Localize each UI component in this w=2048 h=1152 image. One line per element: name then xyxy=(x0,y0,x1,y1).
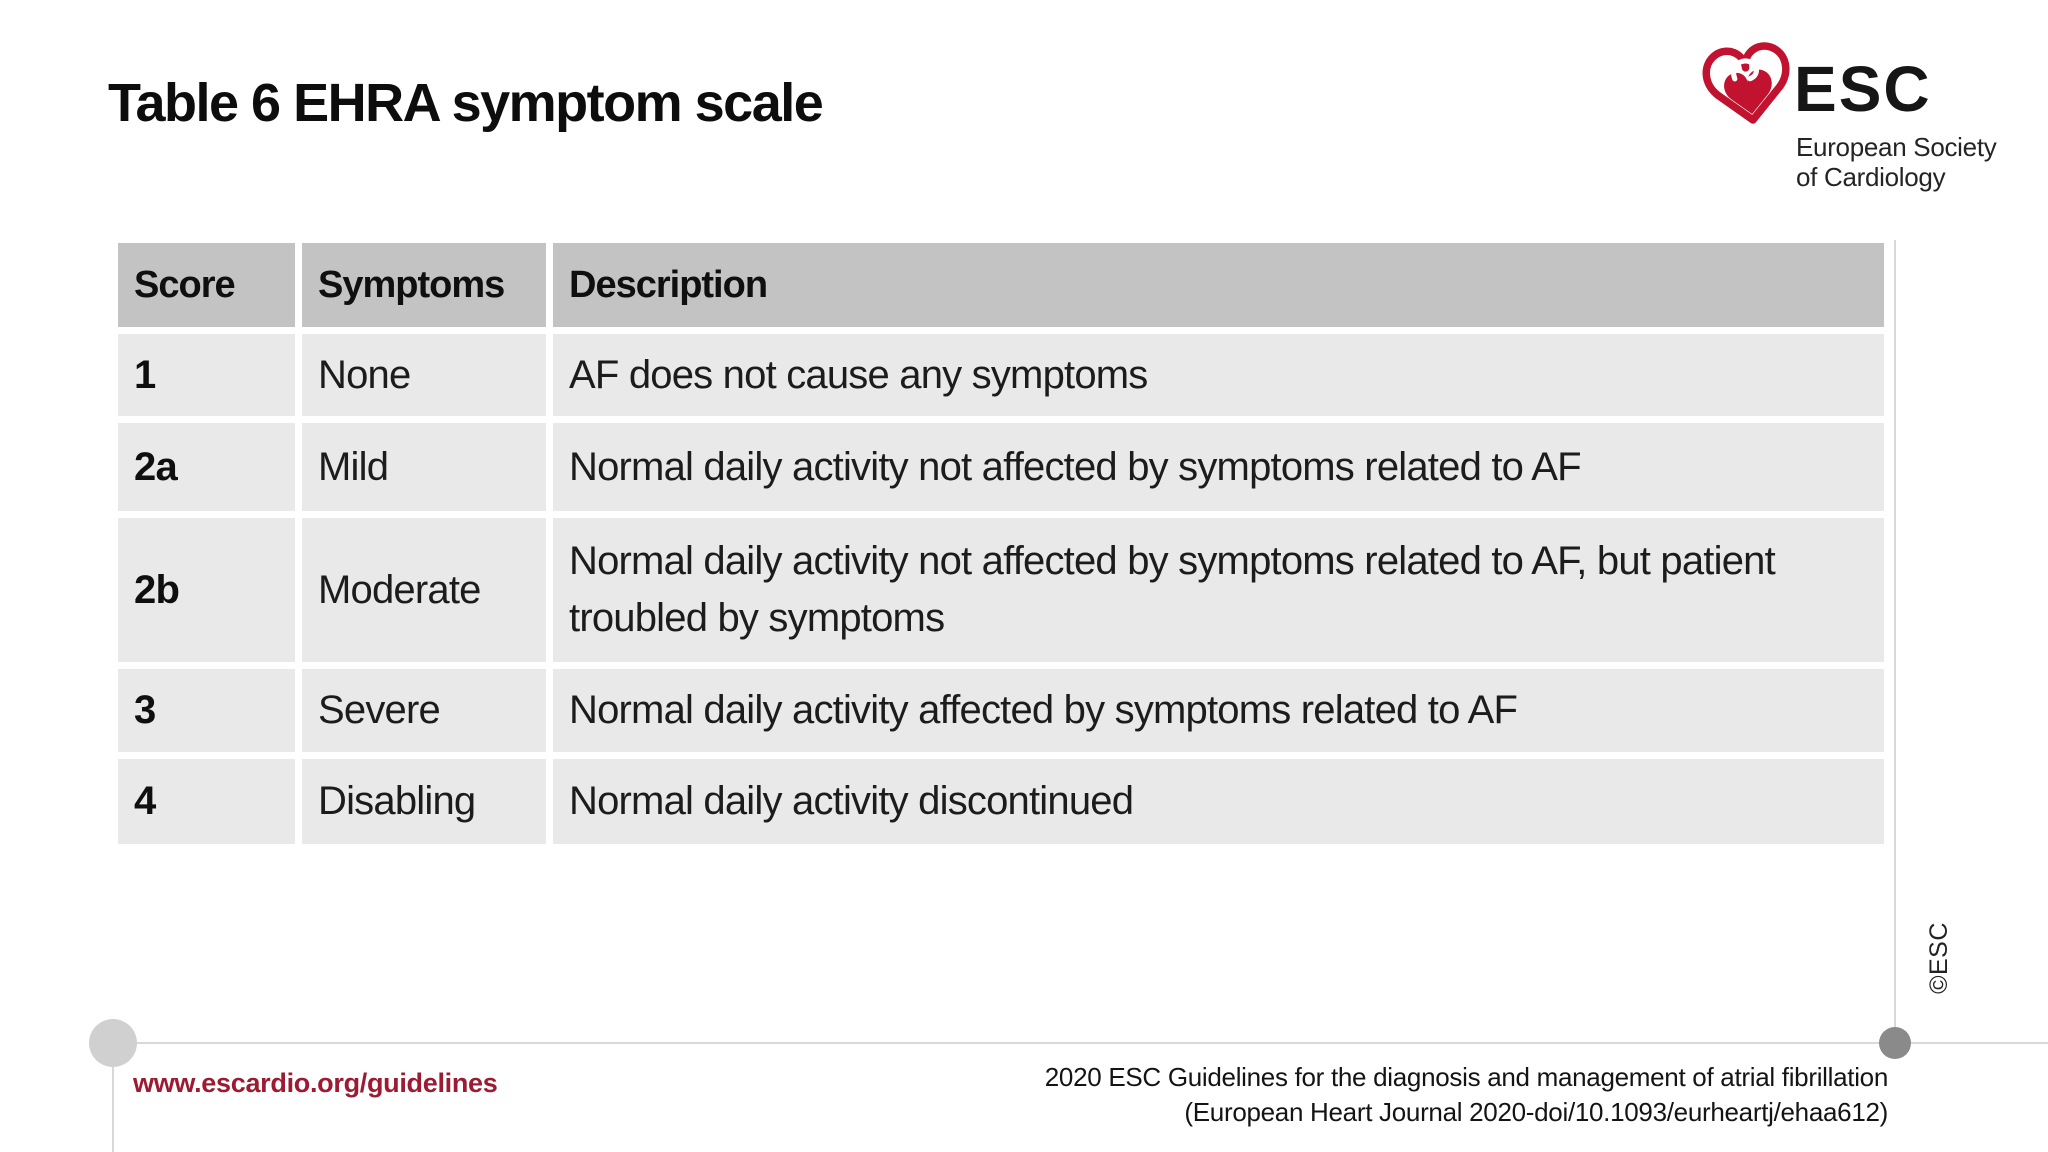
column-header-symptoms: Symptoms xyxy=(302,243,546,327)
score-cell: 4 xyxy=(118,759,295,844)
score-cell: 1 xyxy=(118,334,295,416)
table-row: 1 None AF does not cause any symptoms xyxy=(118,334,1884,416)
column-header-description: Description xyxy=(553,243,1884,327)
description-cell: Normal daily activity affected by sympto… xyxy=(553,669,1884,752)
page-title: Table 6 EHRA symptom scale xyxy=(108,73,824,133)
score-cell: 2b xyxy=(118,518,295,662)
symptoms-cell: Mild xyxy=(302,423,546,511)
table-row: 2b Moderate Normal daily activity not af… xyxy=(118,518,1884,662)
esc-logo-subtitle: European Society of Cardiology xyxy=(1796,132,1997,192)
description-cell: AF does not cause any symptoms xyxy=(553,334,1884,416)
description-cell: Normal daily activity not affected by sy… xyxy=(553,423,1884,511)
table-row: 3 Severe Normal daily activity affected … xyxy=(118,669,1884,752)
symptoms-cell: Disabling xyxy=(302,759,546,844)
score-cell: 2a xyxy=(118,423,295,511)
esc-heart-icon xyxy=(1702,36,1796,150)
esc-logo: ESC European Society of Cardiology xyxy=(1702,34,2032,194)
guidelines-link[interactable]: www.escardio.org/guidelines xyxy=(133,1068,498,1098)
esc-copyright-vertical: ©ESC xyxy=(1925,922,1953,994)
right-circle-marker xyxy=(1879,1027,1911,1059)
score-cell: 3 xyxy=(118,669,295,752)
left-circle-marker xyxy=(89,1019,137,1067)
citation-line2: (European Heart Journal 2020-doi/10.1093… xyxy=(1184,1097,1888,1127)
description-cell: Normal daily activity not affected by sy… xyxy=(553,518,1884,662)
table-row: 4 Disabling Normal daily activity discon… xyxy=(118,759,1884,844)
table-header-row: Score Symptoms Description xyxy=(118,243,1884,327)
symptoms-cell: Severe xyxy=(302,669,546,752)
citation-line1: 2020 ESC Guidelines for the diagnosis an… xyxy=(1044,1062,1889,1092)
symptoms-cell: None xyxy=(302,334,546,416)
right-vertical-rule xyxy=(1894,240,1896,1043)
left-vertical-rule xyxy=(112,1043,114,1152)
esc-logo-subtitle-line1: European Society xyxy=(1796,132,1997,162)
esc-logo-wordmark: ESC xyxy=(1794,53,1932,125)
symptoms-cell: Moderate xyxy=(302,518,546,662)
description-cell: Normal daily activity discontinued xyxy=(553,759,1884,844)
footer-horizontal-rule xyxy=(112,1042,2048,1044)
table-row: 2a Mild Normal daily activity not affect… xyxy=(118,423,1884,511)
esc-logo-subtitle-line2: of Cardiology xyxy=(1796,162,1946,192)
column-header-score: Score xyxy=(118,243,295,327)
ehra-symptom-table: Score Symptoms Description 1 None AF doe… xyxy=(111,236,1891,851)
citation-text: 2020 ESC Guidelines for the diagnosis an… xyxy=(1044,1060,1889,1130)
